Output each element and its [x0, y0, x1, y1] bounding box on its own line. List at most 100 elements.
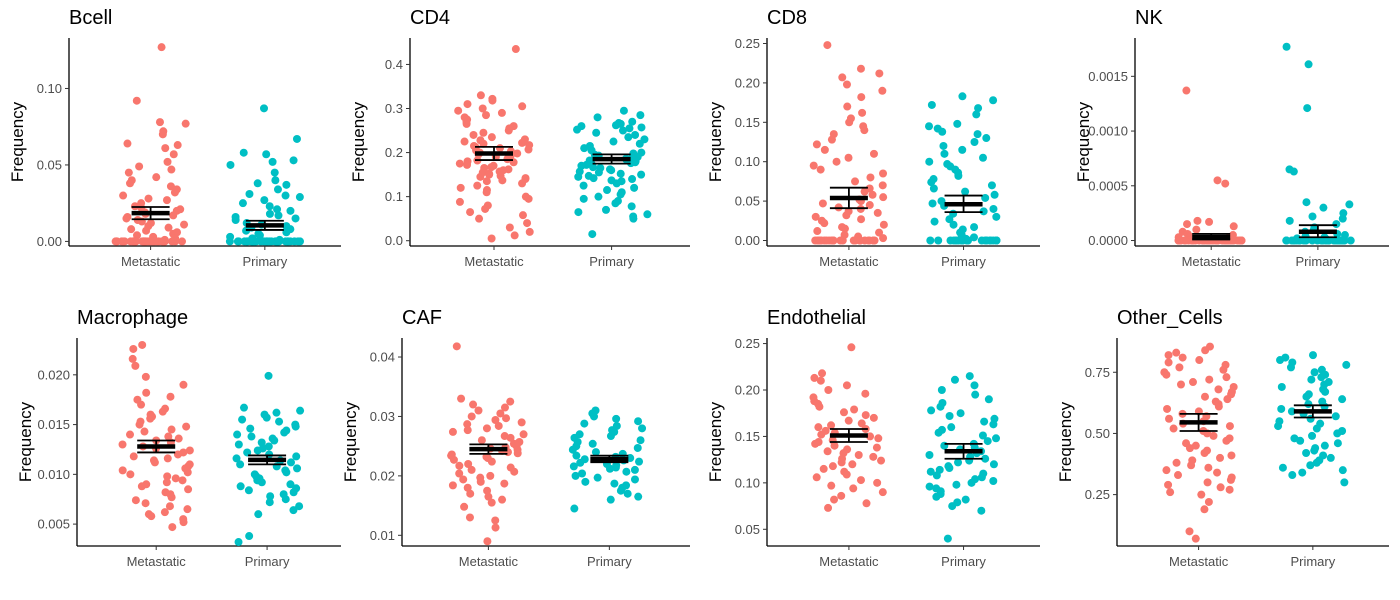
- data-point: [925, 122, 934, 131]
- data-point: [166, 182, 175, 191]
- data-point: [449, 455, 458, 464]
- data-point: [152, 173, 161, 182]
- data-point: [1308, 351, 1317, 360]
- data-point: [819, 464, 828, 473]
- data-point: [1197, 490, 1206, 499]
- y-axis-title: Frequency: [16, 401, 35, 482]
- data-point: [265, 498, 274, 507]
- data-point: [809, 161, 818, 170]
- data-point: [992, 434, 1001, 443]
- data-point: [849, 484, 858, 493]
- data-point: [978, 431, 987, 440]
- data-point: [462, 119, 471, 128]
- data-point: [275, 417, 284, 426]
- data-point: [518, 102, 527, 111]
- data-point: [183, 505, 192, 514]
- data-point: [593, 113, 602, 122]
- data-point: [1164, 480, 1173, 489]
- y-tick-label: 0.25: [735, 36, 760, 51]
- data-point: [233, 430, 242, 439]
- data-point: [967, 478, 976, 487]
- panel-title: Endothelial: [767, 307, 866, 329]
- data-point: [289, 506, 298, 515]
- data-point: [934, 236, 943, 245]
- data-point: [830, 441, 839, 450]
- data-point: [262, 413, 271, 422]
- data-point: [128, 354, 137, 363]
- data-point: [571, 471, 580, 480]
- data-point: [253, 179, 262, 188]
- data-point: [1195, 356, 1204, 365]
- y-tick-label: 0.00: [735, 233, 760, 248]
- data-point: [127, 225, 136, 234]
- data-point: [459, 475, 468, 484]
- data-point: [816, 165, 825, 174]
- data-point: [832, 157, 841, 166]
- data-point: [280, 428, 289, 437]
- data-point: [126, 430, 135, 439]
- y-axis-title: Frequency: [706, 101, 725, 182]
- data-point: [129, 452, 138, 461]
- data-point: [273, 205, 282, 214]
- data-point: [1296, 436, 1305, 445]
- data-point: [164, 223, 173, 232]
- data-point: [980, 417, 989, 426]
- data-point: [1304, 60, 1313, 69]
- data-point: [265, 209, 274, 218]
- data-point: [588, 439, 597, 448]
- data-point: [1178, 353, 1187, 362]
- data-point: [135, 420, 144, 429]
- y-tick-label: 0.10: [735, 475, 760, 490]
- x-tick-label: Primary: [941, 254, 986, 269]
- data-point: [1326, 453, 1335, 462]
- data-point: [141, 499, 150, 508]
- data-point: [629, 214, 638, 223]
- data-point: [169, 150, 178, 159]
- data-point: [233, 237, 242, 246]
- data-point: [524, 145, 533, 154]
- data-point: [463, 100, 472, 109]
- data-point: [1306, 461, 1315, 470]
- data-point: [961, 187, 970, 196]
- data-point: [118, 466, 127, 475]
- data-point: [970, 381, 979, 390]
- data-point: [1312, 458, 1321, 467]
- data-point: [989, 420, 998, 429]
- data-point: [146, 414, 155, 423]
- data-point: [877, 456, 886, 465]
- x-tick-label: Primary: [242, 254, 287, 269]
- data-point: [1342, 360, 1351, 369]
- data-point: [129, 344, 138, 353]
- data-point: [157, 43, 166, 52]
- data-point: [579, 181, 588, 190]
- y-axis-title: Frequency: [341, 401, 360, 482]
- data-point: [849, 236, 858, 245]
- data-point: [815, 402, 824, 411]
- data-point: [163, 472, 172, 481]
- x-tick-label: Metastatic: [464, 254, 524, 269]
- data-point: [1222, 373, 1231, 382]
- data-point: [631, 130, 640, 139]
- y-tick-label: 0.0010: [1088, 124, 1128, 139]
- data-point: [593, 473, 602, 482]
- y-tick-label: 0.0: [385, 233, 403, 248]
- x-tick-label: Metastatic: [121, 254, 181, 269]
- data-point: [590, 412, 599, 421]
- data-point: [135, 162, 144, 171]
- data-point: [1338, 466, 1347, 475]
- data-point: [619, 106, 628, 115]
- data-point: [1221, 179, 1230, 188]
- data-point: [225, 237, 234, 246]
- y-axis-title: Frequency: [1074, 101, 1093, 182]
- data-point: [1205, 375, 1214, 384]
- data-point: [112, 237, 121, 246]
- data-point: [497, 108, 506, 117]
- data-point: [937, 386, 946, 394]
- data-point: [953, 119, 962, 128]
- data-point: [1332, 220, 1341, 229]
- data-point: [824, 503, 833, 512]
- data-point: [1278, 463, 1287, 472]
- data-point: [469, 400, 478, 409]
- data-point: [1274, 422, 1283, 431]
- data-point: [486, 471, 495, 480]
